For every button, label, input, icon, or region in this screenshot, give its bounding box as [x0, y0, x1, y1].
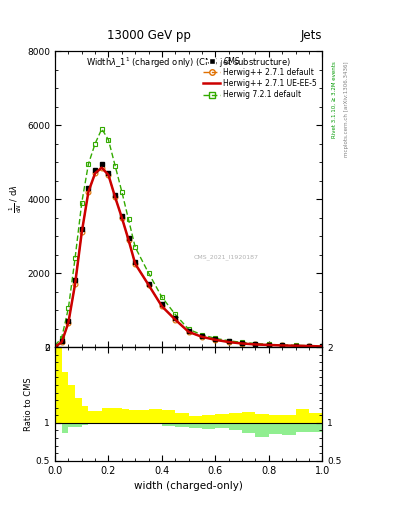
X-axis label: width (charged-only): width (charged-only): [134, 481, 243, 491]
Y-axis label: Ratio to CMS: Ratio to CMS: [24, 377, 33, 431]
Text: 13000 GeV pp: 13000 GeV pp: [107, 29, 191, 42]
Text: Width$\lambda$_1$^1$ (charged only) (CMS jet substructure): Width$\lambda$_1$^1$ (charged only) (CMS…: [86, 56, 291, 70]
Y-axis label: $\frac{1}{\mathrm{d}N}$ / $\mathrm{d}\lambda$: $\frac{1}{\mathrm{d}N}$ / $\mathrm{d}\la…: [8, 185, 24, 214]
Text: CMS_2021_I1920187: CMS_2021_I1920187: [194, 254, 259, 260]
Legend: CMS, Herwig++ 2.7.1 default, Herwig++ 2.7.1 UE-EE-5, Herwig 7.2.1 default: CMS, Herwig++ 2.7.1 default, Herwig++ 2.…: [202, 55, 318, 101]
Text: Jets: Jets: [301, 29, 322, 42]
Text: mcplots.cern.ch [arXiv:1306.3436]: mcplots.cern.ch [arXiv:1306.3436]: [344, 61, 349, 157]
Text: Rivet 3.1.10, ≥ 3.2M events: Rivet 3.1.10, ≥ 3.2M events: [332, 61, 337, 138]
